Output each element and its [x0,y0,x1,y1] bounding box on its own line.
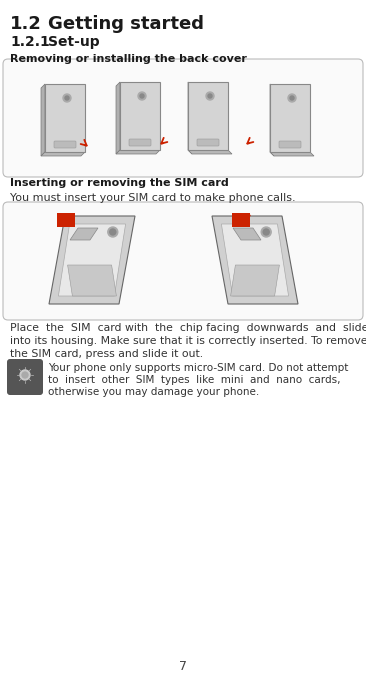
Text: otherwise you may damage your phone.: otherwise you may damage your phone. [48,387,259,397]
Text: 1.2: 1.2 [10,15,42,33]
Polygon shape [270,84,274,156]
Circle shape [290,96,294,100]
Polygon shape [232,213,250,227]
Polygon shape [233,228,261,240]
Polygon shape [212,216,298,304]
Polygon shape [231,265,279,296]
Polygon shape [68,265,116,296]
Polygon shape [57,213,75,227]
Text: Inserting or removing the SIM card: Inserting or removing the SIM card [10,178,229,188]
Circle shape [288,94,296,102]
Circle shape [263,229,269,235]
Circle shape [138,92,146,100]
Polygon shape [70,228,98,240]
Polygon shape [188,82,192,154]
Polygon shape [116,150,160,154]
Polygon shape [59,224,126,296]
FancyBboxPatch shape [129,139,151,146]
Polygon shape [49,216,135,304]
FancyBboxPatch shape [3,59,363,177]
Circle shape [108,227,118,237]
Text: Getting started: Getting started [48,15,204,33]
Text: Set-up: Set-up [48,35,100,49]
Polygon shape [116,82,120,154]
Circle shape [22,372,28,378]
Polygon shape [188,150,232,154]
Circle shape [261,227,271,237]
FancyBboxPatch shape [3,202,363,320]
Polygon shape [270,152,314,156]
Polygon shape [188,82,228,150]
Circle shape [20,370,30,380]
FancyBboxPatch shape [197,139,219,146]
Text: You must insert your SIM card to make phone calls.: You must insert your SIM card to make ph… [10,193,296,203]
Text: Removing or installing the back cover: Removing or installing the back cover [10,54,247,64]
Polygon shape [120,82,160,150]
Text: Your phone only supports micro-SIM card. Do not attempt: Your phone only supports micro-SIM card.… [48,363,348,373]
FancyBboxPatch shape [54,141,76,148]
Circle shape [63,94,71,102]
Text: 1.2.1: 1.2.1 [10,35,50,49]
Circle shape [206,92,214,100]
Text: into its housing. Make sure that it is correctly inserted. To remove: into its housing. Make sure that it is c… [10,336,366,346]
Circle shape [208,94,212,98]
Polygon shape [41,152,85,156]
Text: 7: 7 [179,660,187,673]
Circle shape [110,229,116,235]
Circle shape [65,96,69,100]
FancyBboxPatch shape [7,359,43,395]
Polygon shape [41,84,45,156]
Text: the SIM card, press and slide it out.: the SIM card, press and slide it out. [10,349,203,359]
Circle shape [140,94,144,98]
Polygon shape [270,84,310,152]
Text: Place  the  SIM  card with  the  chip facing  downwards  and  slide it: Place the SIM card with the chip facing … [10,323,366,333]
Text: to  insert  other  SIM  types  like  mini  and  nano  cards,: to insert other SIM types like mini and … [48,375,340,385]
Polygon shape [45,84,85,152]
FancyBboxPatch shape [279,141,301,148]
Polygon shape [221,224,289,296]
